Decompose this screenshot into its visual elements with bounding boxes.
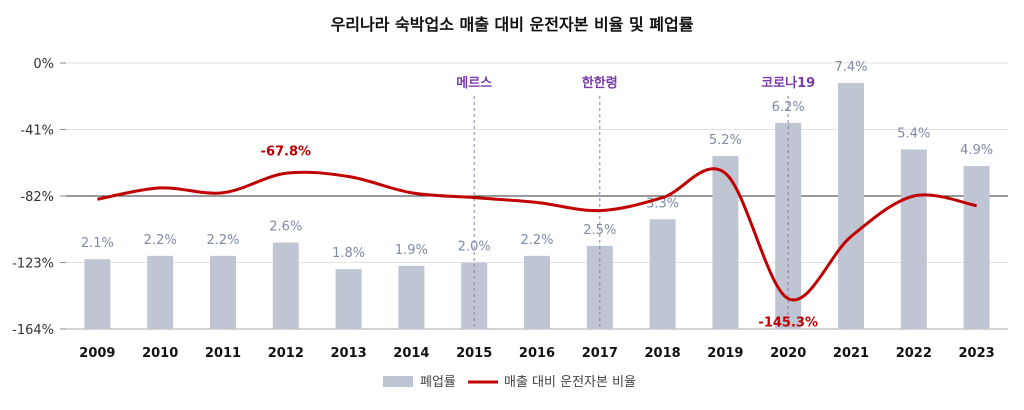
y-axis-ticks: 0% -41% -82% -123% -164% [12, 57, 66, 338]
ratio-line-path [97, 167, 977, 302]
y-tick-label: -164% [12, 323, 54, 338]
event-label: 메르스 [456, 76, 492, 91]
event-annotations: 메르스 한한령 코로나19 [456, 75, 815, 329]
bar-value-label: 1.9% [395, 243, 428, 258]
x-tick-label: 2013 [331, 346, 367, 361]
bar [524, 255, 550, 329]
bar-value-label: 2.6% [269, 220, 302, 235]
point-labels: -67.8% -145.3% [261, 144, 818, 330]
x-tick-label: 2016 [519, 346, 555, 361]
legend-swatch-bar [383, 376, 413, 387]
line-point-label: -145.3% [758, 316, 818, 331]
bar [712, 156, 739, 329]
bar [84, 259, 111, 329]
x-tick-label: 2012 [268, 346, 304, 361]
x-tick-label: 2017 [582, 346, 618, 361]
x-tick-label: 2023 [959, 346, 995, 361]
x-tick-label: 2010 [142, 346, 178, 361]
bar [838, 82, 864, 329]
y-tick-label: -123% [12, 257, 54, 272]
bar-value-label: 5.2% [709, 133, 742, 148]
bar-value-label: 1.8% [332, 246, 365, 261]
bars [84, 82, 990, 329]
x-tick-label: 2009 [79, 346, 115, 361]
bar-value-label: 6.2% [772, 100, 805, 115]
x-tick-label: 2014 [393, 346, 429, 361]
bar [147, 255, 174, 329]
x-tick-label: 2019 [707, 346, 743, 361]
x-tick-label: 2022 [896, 346, 932, 361]
bar-value-label: 2.2% [520, 233, 553, 248]
y-tick-label: -41% [20, 124, 54, 139]
bar [398, 265, 425, 329]
event-label: 코로나19 [761, 75, 815, 91]
x-tick-label: 2018 [645, 346, 681, 361]
chart-title: 우리나라 숙박업소 매출 대비 운전자본 비율 및 폐업률 [331, 15, 694, 34]
legend-label-bar: 폐업률 [420, 375, 456, 390]
bar-value-label: 7.4% [834, 60, 867, 75]
bar-value-label: 2.2% [206, 233, 239, 248]
x-tick-label: 2015 [456, 346, 492, 361]
bar-value-label: 2.2% [144, 233, 177, 248]
x-tick-label: 2021 [833, 346, 869, 361]
legend-label-line: 매출 대비 운전자본 비율 [504, 375, 636, 390]
bar [210, 255, 236, 329]
bar [900, 149, 927, 329]
bar-value-label: 2.1% [81, 236, 114, 251]
event-label: 한한령 [582, 75, 618, 91]
bar [963, 166, 990, 329]
y-tick-label: -82% [20, 190, 54, 205]
x-tick-label: 2011 [205, 346, 241, 361]
bar-value-label: 5.4% [897, 126, 930, 141]
x-axis-ticks: 2009 2010 2011 2012 2013 2014 2015 2016 2017 2018… [79, 346, 994, 361]
y-tick-label: 0% [33, 57, 54, 72]
x-tick-label: 2020 [770, 346, 806, 361]
bar [335, 269, 362, 329]
bar [272, 242, 299, 329]
line-point-label: -67.8% [261, 144, 312, 159]
bar [649, 219, 676, 329]
bar-value-label: 4.9% [960, 143, 993, 158]
legend: 폐업률 매출 대비 운전자본 비율 [383, 375, 636, 390]
ratio-line [97, 167, 977, 302]
